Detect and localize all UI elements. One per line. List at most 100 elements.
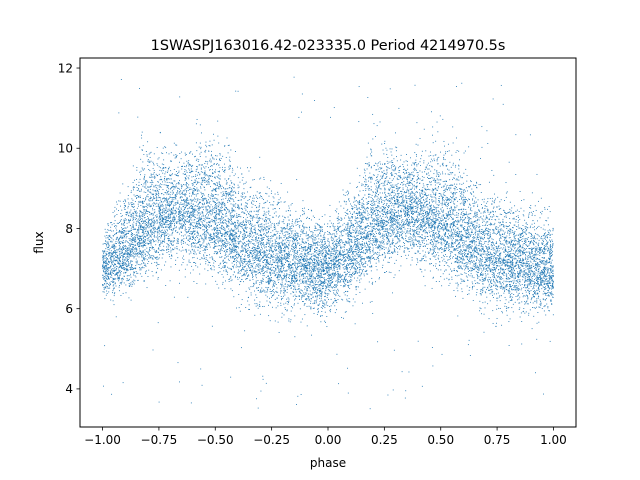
data-point <box>317 235 319 237</box>
data-point <box>354 248 356 250</box>
data-point <box>419 213 421 215</box>
data-point <box>190 223 192 225</box>
data-point <box>475 248 477 250</box>
data-point <box>242 258 244 260</box>
data-point <box>248 260 250 262</box>
data-point <box>489 212 491 214</box>
data-point <box>150 230 152 232</box>
data-point <box>545 264 547 265</box>
data-point <box>458 171 460 173</box>
data-point <box>132 217 134 219</box>
data-point <box>132 238 134 240</box>
data-point <box>482 288 484 290</box>
data-point <box>239 281 241 283</box>
data-point <box>349 301 351 303</box>
data-point <box>154 226 156 228</box>
data-point <box>480 262 482 264</box>
data-point <box>363 242 365 244</box>
data-point <box>526 260 528 262</box>
data-point <box>496 280 498 282</box>
data-point <box>366 226 368 228</box>
data-point <box>380 175 382 177</box>
data-point <box>324 255 326 257</box>
data-point <box>339 255 341 257</box>
data-point <box>149 176 150 178</box>
data-point <box>343 271 345 273</box>
data-point <box>165 218 167 220</box>
data-point <box>160 219 162 221</box>
data-point <box>456 246 458 247</box>
data-point <box>125 257 127 259</box>
data-point <box>210 225 212 227</box>
data-point <box>359 275 361 277</box>
data-point <box>265 286 267 288</box>
data-point <box>179 188 181 190</box>
data-point <box>328 290 330 292</box>
data-point <box>535 261 537 263</box>
data-point <box>270 192 272 194</box>
data-point <box>406 241 408 242</box>
data-point <box>310 308 312 310</box>
data-point <box>199 247 201 249</box>
data-point <box>254 257 256 259</box>
data-point <box>358 230 360 232</box>
data-point <box>197 227 199 229</box>
data-point <box>469 213 471 215</box>
data-point <box>339 276 341 277</box>
data-point <box>168 214 170 216</box>
data-point <box>523 270 525 272</box>
data-point <box>167 244 169 246</box>
data-point <box>323 303 325 305</box>
data-point <box>131 233 133 235</box>
data-point <box>173 227 175 229</box>
data-point <box>300 243 302 245</box>
data-point <box>210 268 211 270</box>
data-point <box>509 271 511 272</box>
data-point <box>502 288 504 290</box>
data-point <box>241 264 243 266</box>
data-point <box>428 212 429 214</box>
data-point <box>519 246 521 248</box>
data-point <box>451 208 453 210</box>
data-point <box>193 181 195 183</box>
data-point <box>274 208 276 210</box>
data-point <box>348 254 350 256</box>
data-point <box>494 257 496 258</box>
data-point <box>444 233 446 235</box>
data-point <box>291 248 293 250</box>
data-point <box>171 232 173 234</box>
data-point <box>339 273 341 275</box>
data-point <box>525 258 527 260</box>
data-point <box>159 219 161 221</box>
data-point <box>147 238 149 240</box>
data-point <box>484 268 486 270</box>
data-point <box>421 189 423 191</box>
data-point <box>282 233 284 235</box>
data-point <box>478 184 480 186</box>
data-point <box>277 276 279 278</box>
data-point <box>209 178 211 180</box>
data-point <box>449 256 451 258</box>
data-point <box>240 222 242 224</box>
data-point <box>421 226 423 228</box>
data-point <box>133 252 135 254</box>
data-point <box>472 283 474 285</box>
data-point <box>267 256 269 258</box>
data-point <box>498 260 499 262</box>
data-point <box>386 203 388 205</box>
data-point <box>464 229 466 231</box>
data-point <box>225 238 227 240</box>
data-point <box>103 385 104 387</box>
data-point <box>277 265 279 267</box>
data-point <box>307 259 309 261</box>
data-point <box>491 271 493 273</box>
data-point <box>354 237 356 239</box>
data-point <box>376 233 377 234</box>
data-point <box>344 217 346 219</box>
data-point <box>472 253 474 255</box>
data-point <box>190 244 192 246</box>
data-point <box>167 177 169 179</box>
data-point <box>260 265 262 267</box>
data-point <box>362 238 364 240</box>
data-point <box>311 280 313 282</box>
